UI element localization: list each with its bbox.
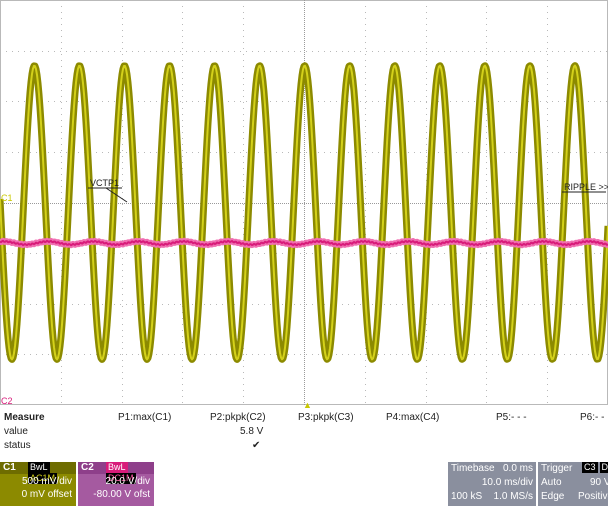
channel-c1-name: C1	[3, 462, 16, 473]
param-p1-name[interactable]: P1:max(C1)	[118, 412, 172, 423]
timebase-per-div: 10.0 ms/div	[481, 477, 533, 488]
c1-coupling-badge: AC1M	[28, 473, 58, 484]
c1-scale: 500 mV/div	[21, 476, 72, 487]
trigger-slope: Positive	[578, 491, 608, 502]
timebase-panel[interactable]: Timebase 0.0 ms 10.0 ms/div 100 kS 1.0 M…	[448, 462, 536, 506]
param-p2-status-check-icon: ✔	[252, 440, 261, 451]
trigger-type: Edge	[541, 491, 565, 502]
param-p2-value: 5.8 V	[240, 426, 264, 437]
c2-offset: -80.00 V ofst	[93, 489, 150, 500]
timebase-samples: 100 kS	[451, 491, 483, 502]
param-p4-name[interactable]: P4:max(C4)	[386, 412, 440, 423]
param-p5-name[interactable]: P5:- - -	[496, 412, 527, 423]
param-p3-name[interactable]: P3:pkpk(C3)	[298, 412, 354, 423]
waveform-grid: VCTP1 RIPPLE >>	[0, 0, 608, 405]
measure-header-row: Measure P1:max(C1) P2:pkpk(C2) P3:pkpk(C…	[0, 412, 608, 426]
timebase-label: Timebase	[451, 463, 495, 474]
timebase-rate: 1.0 MS/s	[493, 491, 533, 502]
measure-value-row: value 5.8 V	[0, 426, 608, 440]
channel-c1-descriptor[interactable]: C1 BwLAC1M 500 mV/div 0 mV offset	[0, 462, 76, 506]
measure-status-row: status ✔	[0, 440, 608, 454]
label-vctp1[interactable]: VCTP1	[90, 178, 119, 188]
c1-trace	[0, 64, 608, 361]
c1-bwl-badge: BwL	[28, 462, 50, 473]
label-ripple[interactable]: RIPPLE >>	[564, 182, 608, 192]
c2-coupling-badge: DC1M	[106, 473, 136, 484]
measure-table: Measure P1:max(C1) P2:pkpk(C2) P3:pkpk(C…	[0, 410, 608, 460]
trigger-mode: Auto	[541, 477, 562, 488]
c2-scale: 20.0 V/div	[105, 476, 150, 487]
trigger-label: Trigger	[541, 463, 573, 474]
c1-offset: 0 mV offset	[21, 489, 72, 500]
channel-c2-name: C2	[81, 462, 94, 473]
channel-c2-descriptor[interactable]: C2 BwLDC1M 20.0 V/div -80.00 V ofst	[78, 462, 154, 506]
value-row-label: value	[4, 426, 28, 437]
c2-ground-marker[interactable]: C2	[1, 396, 13, 406]
trigger-coupling-badge: DC	[599, 462, 608, 473]
status-row-label: status	[4, 440, 31, 451]
c1-ground-marker[interactable]: C1	[1, 193, 13, 203]
timebase-delay: 0.0 ms	[502, 463, 533, 474]
label-vctp1-leader	[105, 187, 128, 203]
trigger-level: 90 V	[590, 477, 608, 488]
c2-bwl-badge: BwL	[106, 462, 128, 473]
trigger-source-badge: C3	[582, 462, 598, 473]
c2-trace	[0, 239, 608, 247]
trigger-panel[interactable]: Trigger C3DC Auto 90 V Edge Positive	[538, 462, 608, 506]
param-p2-name[interactable]: P2:pkpk(C2)	[210, 412, 266, 423]
waveform-display[interactable]: VCTP1 RIPPLE >> C1 C2 ▲	[0, 0, 608, 410]
trigger-position-marker[interactable]: ▲	[303, 400, 312, 410]
measure-title: Measure	[4, 412, 45, 423]
param-p6-name[interactable]: P6:- -	[580, 412, 605, 423]
status-bar: C1 BwLAC1M 500 mV/div 0 mV offset C2 BwL…	[0, 462, 608, 508]
